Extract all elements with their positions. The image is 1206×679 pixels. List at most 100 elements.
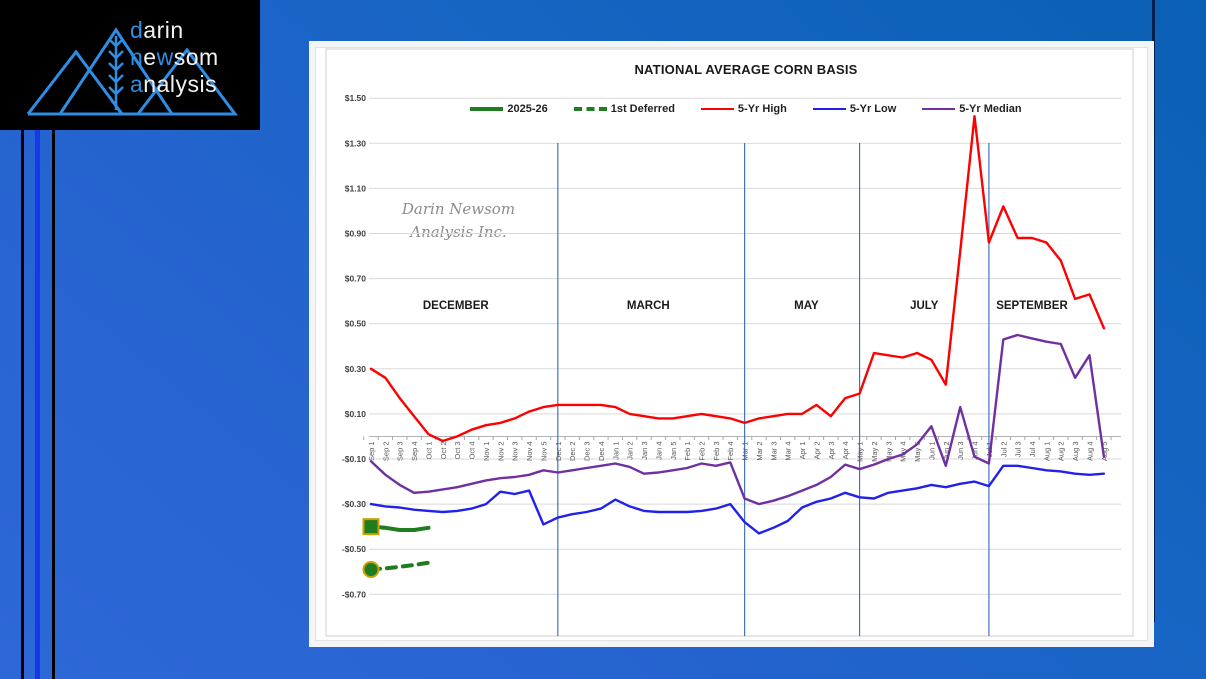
y-axis-tick-label: -$0.50 [342,544,366,554]
x-axis-label: May 1 [856,441,865,461]
x-axis-label: Aug 5 [1100,441,1109,461]
chart-svg: $1.50 $1.30 $1.10 $0.90 $0.70 $0.50 $0.30 $0.10… [325,48,1134,637]
x-axis-label: Feb 3 [712,441,721,460]
x-axis-label: Aug 4 [1086,441,1095,461]
y-axis-tick-label: $0.30 [345,364,367,374]
watermark-line-1: Darin Newsom [401,200,516,218]
x-axis-label: Jan 1 [611,441,620,459]
x-axis-label: Jun 1 [927,441,936,459]
y-axis-tick-label: $1.30 [345,138,367,148]
x-axis-label: Feb 4 [726,441,735,460]
watermark-line-2: Analysis Inc. [410,223,507,241]
month-label-may: MAY [794,300,819,312]
x-axis-label: Sep 1 [367,441,376,461]
legend-label: 1st Deferred [610,103,675,115]
x-axis-label: Jan 2 [626,441,635,459]
x-axis-label: Dec 4 [597,441,606,461]
x-axis-label: Oct 1 [424,441,433,459]
x-axis-label: Jun 3 [956,441,965,459]
x-axis-label: Nov 1 [482,441,491,461]
x-axis-label: Jul 2 [999,441,1008,457]
left-stripe-black-1 [21,129,24,679]
y-axis-tick-label: $0.90 [345,229,367,239]
legend-label: 5-Yr High [737,103,787,115]
x-axis-label: Aug 3 [1071,441,1080,461]
legend-item-5-yr-high: 5-Yr High [700,103,787,115]
legend-label: 5-Yr Median [959,103,1022,115]
logo-line-3: analysis [130,71,218,97]
x-axis-label: Mar 2 [755,441,764,460]
x-axis-label: Oct 4 [468,441,477,459]
x-axis-label: Apr 4 [841,441,850,459]
legend-item-2025-26: 2025-26 [470,103,548,115]
x-axis-label: Mar 3 [769,441,778,460]
x-axis-label: Sep 4 [410,441,419,461]
y-axis-tick-label: $0.50 [345,319,367,329]
mountains-wheat-icon [26,27,238,116]
y-axis-tick-label: -$0.10 [342,454,366,464]
logo-line-1: darin [130,17,184,43]
x-axis-label: Sep 3 [396,441,405,461]
chart-title: NATIONAL AVERAGE CORN BASIS [634,62,858,77]
x-axis-label: Nov 4 [525,441,534,461]
month-label-july: JULY [910,300,939,312]
watermark: Darin Newsom Analysis Inc. [376,198,541,244]
x-axis-label: Apr 1 [798,441,807,459]
month-label-september: SEPTEMBER [996,300,1068,312]
chart-legend: 2025-26 1st Deferred 5-Yr High 5-Yr Low 5-Yr… [371,103,1121,115]
x-axis-label: Aug 1 [1042,441,1051,461]
logo-wordmark: darin newsom analysis [130,17,219,98]
legend-swatch [812,108,846,110]
y-axis-tick-label: $1.50 [345,93,367,103]
x-axis-label: Jul 3 [1014,441,1023,457]
x-axis-label: Jun 4 [971,441,980,459]
x-axis-label: May 4 [899,441,908,461]
x-axis-label: Dec 3 [583,441,592,461]
series-1st-deferred [369,560,431,572]
series-5-yr-low [369,464,1106,535]
x-axis-label: May 3 [884,441,893,461]
x-axis-label: Feb 1 [683,441,692,460]
legend-swatch [573,107,607,111]
series-start-marker-circle [362,560,380,578]
legend-swatch [470,107,504,111]
x-axis-label: Apr 2 [812,441,821,459]
x-axis-label: Jun 2 [942,441,951,459]
left-stripe-black-2 [52,129,55,679]
x-axis-label: Jan 3 [640,441,649,459]
legend-swatch [700,108,734,110]
series-2025-26 [369,524,431,532]
x-axis-label: May 2 [870,441,879,461]
x-axis-label: Sep 2 [381,441,390,461]
x-axis-label: Dec 2 [568,441,577,461]
series-5-yr-median [369,333,1106,506]
legend-swatch [922,108,956,110]
legend-label: 5-Yr Low [849,103,897,115]
x-axis-label: Oct 3 [453,441,462,459]
series-5-yr-high [369,114,1106,443]
legend-item-5-yr-median: 5-Yr Median [922,103,1022,115]
y-axis-tick-label: -$0.70 [342,589,366,599]
x-axis-label: Nov 3 [511,441,520,461]
x-axis-label: May 5 [913,441,922,461]
month-label-december: DECEMBER [423,300,490,312]
x-axis-label: Jan 5 [669,441,678,459]
x-axis-label: Mar 4 [784,441,793,460]
left-stripe-blue [35,129,40,679]
plot-frame [325,48,1134,637]
dna-logo: darin newsom analysis [0,0,260,130]
y-axis-tick-label: $1.10 [345,183,367,193]
y-axis-tick-label: -$0.30 [342,499,366,509]
x-axis-label: Jan 4 [654,441,663,459]
right-stripe-dark [1152,0,1155,622]
chart-card: NATIONAL AVERAGE CORN BASIS 2025-26 1st D… [315,47,1148,641]
x-axis-label: Aug 2 [1057,441,1066,461]
x-axis-label: Nov 2 [496,441,505,461]
legend-item-5-yr-low: 5-Yr Low [812,103,897,115]
x-axis-label: Oct 2 [439,441,448,459]
y-axis-tick-label: $0.10 [345,409,367,419]
legend-label: 2025-26 [507,103,548,115]
x-axis-label: Nov 5 [539,441,548,461]
x-axis-label: Jul 4 [1028,441,1037,457]
